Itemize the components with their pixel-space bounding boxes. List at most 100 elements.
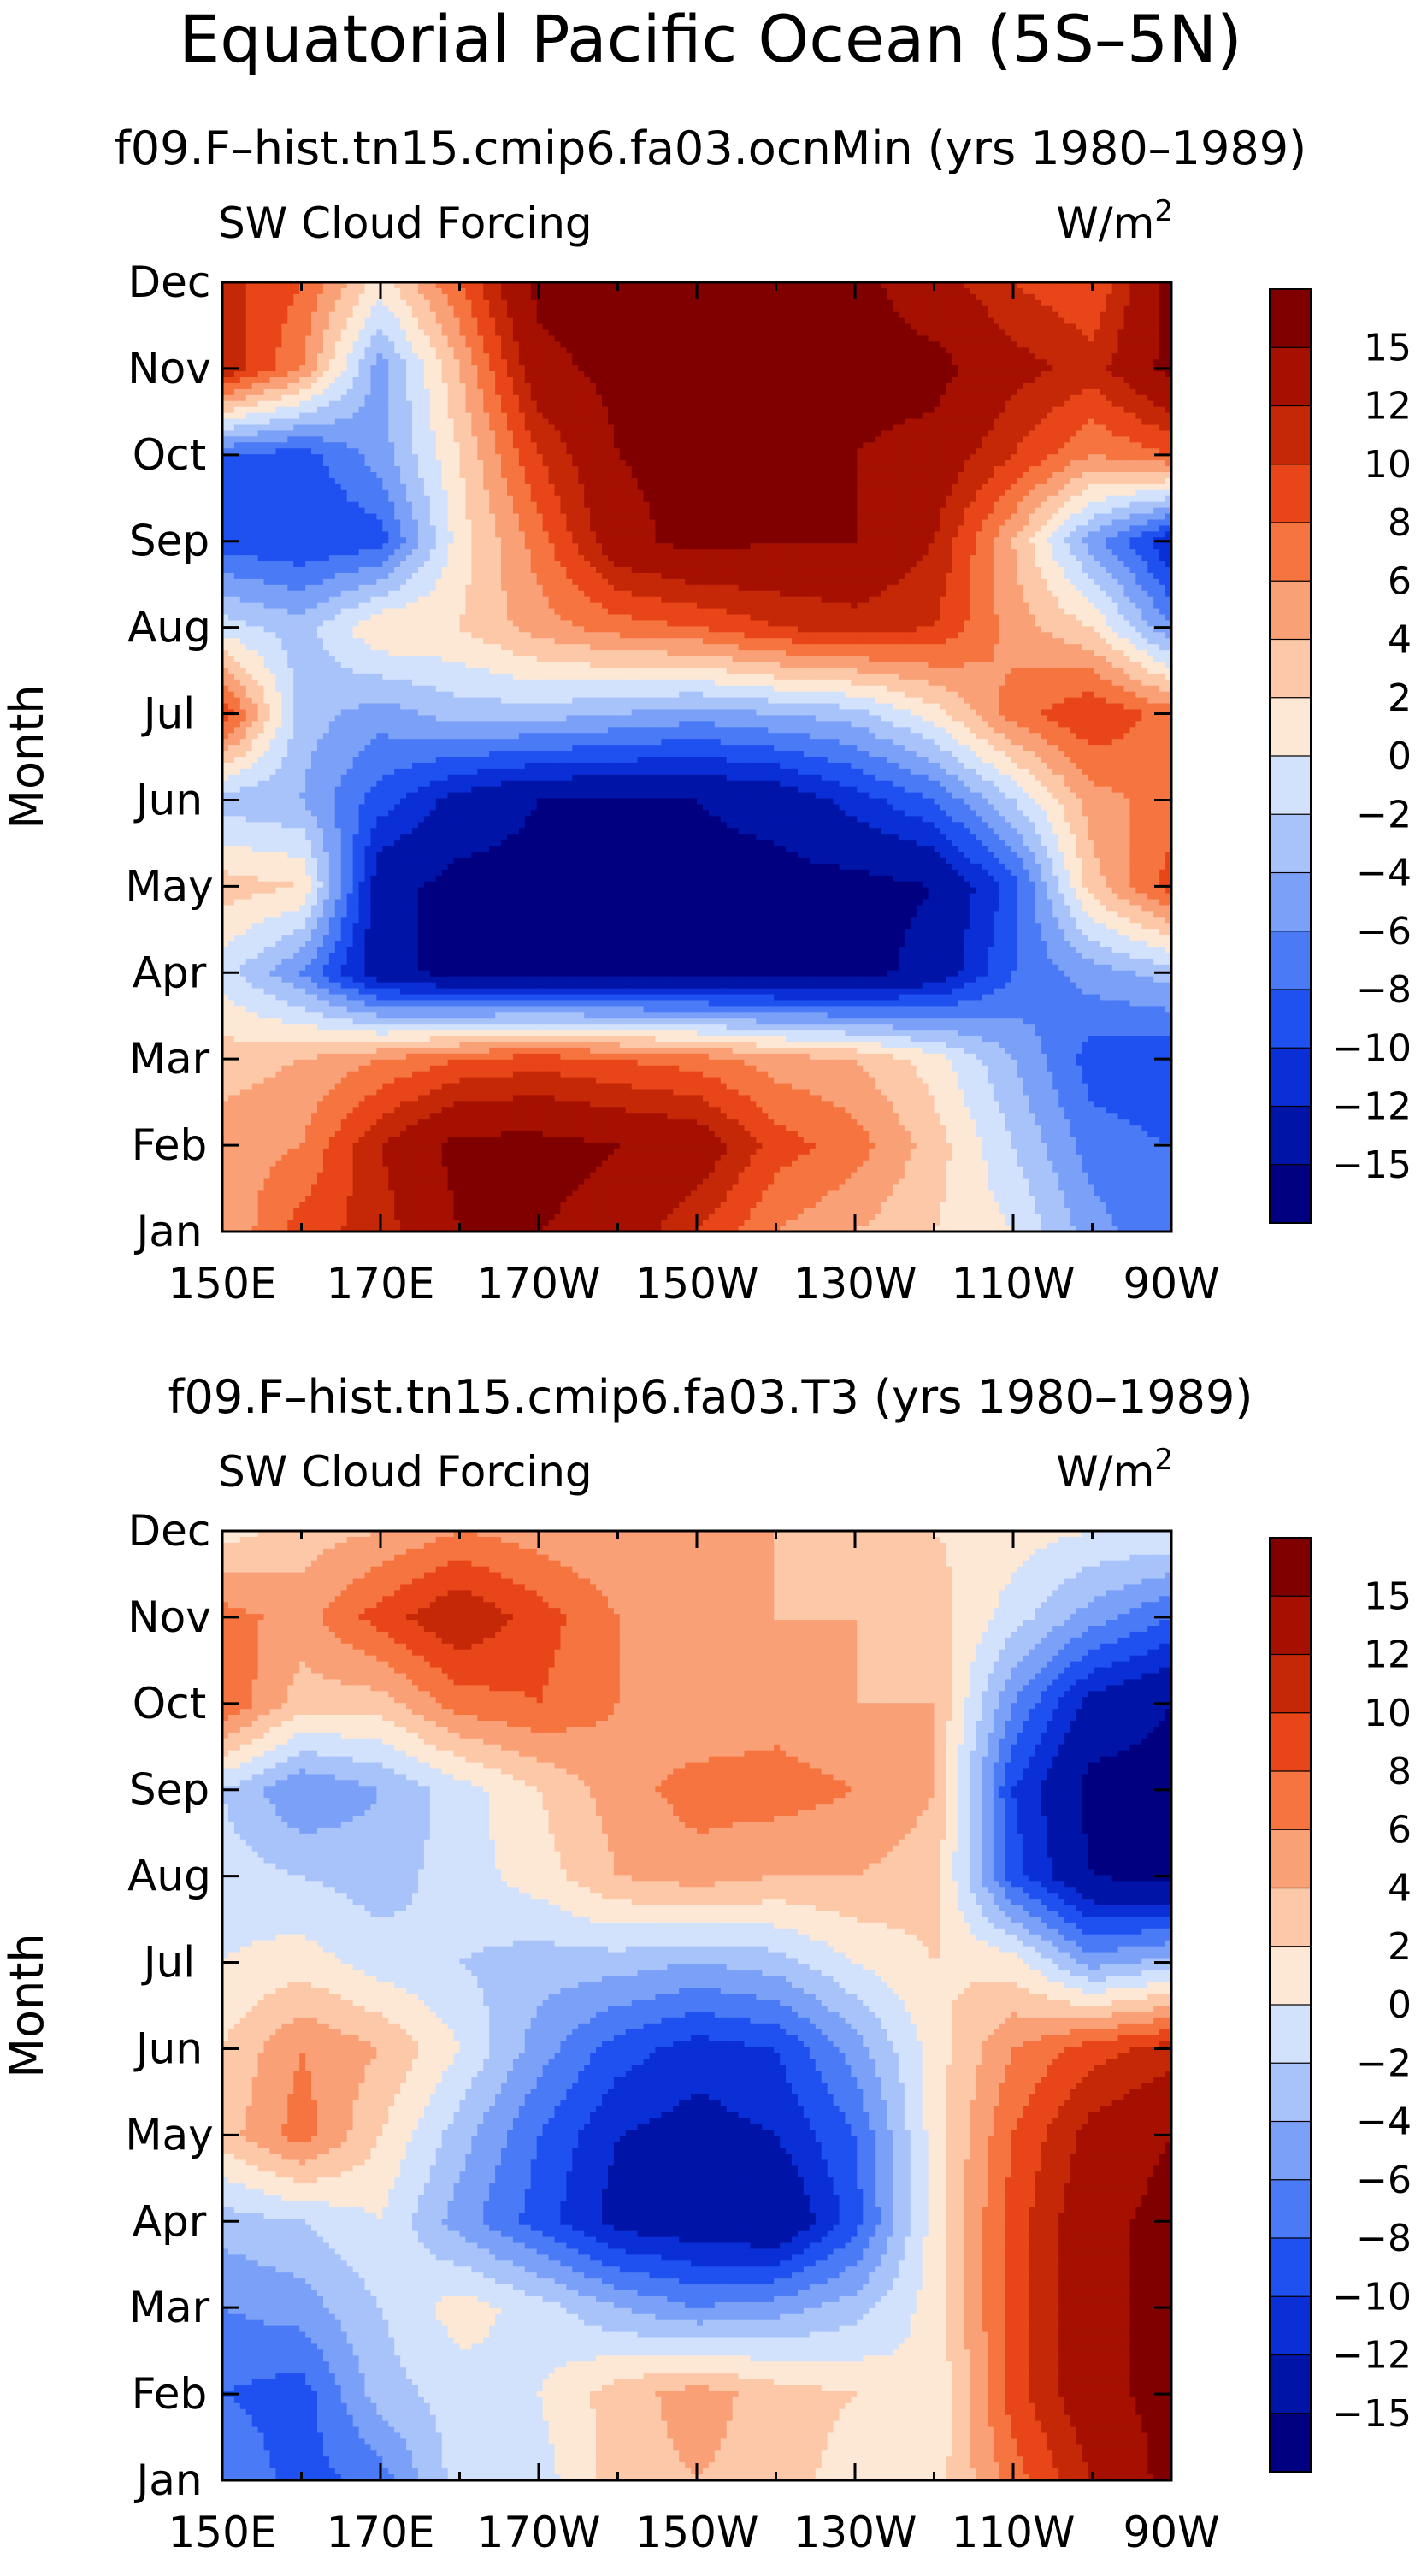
- contour-cell: [578, 324, 585, 331]
- contour-cell: [798, 294, 805, 301]
- contour-cell: [869, 288, 876, 295]
- contour-cell: [370, 288, 377, 295]
- contour-cell: [240, 335, 247, 342]
- contour-cell: [1064, 341, 1071, 348]
- contour-cell: [626, 312, 633, 319]
- contour-cell: [881, 288, 887, 295]
- contour-cell: [555, 306, 562, 313]
- contour-cell: [388, 318, 395, 325]
- contour-cell: [353, 294, 360, 301]
- contour-cell: [1129, 306, 1136, 313]
- contour-cell: [329, 300, 336, 307]
- contour-cell: [988, 294, 994, 301]
- contour-cell: [1135, 312, 1142, 319]
- contour-cell: [816, 335, 823, 342]
- contour-cell: [786, 294, 793, 301]
- contour-cell: [673, 294, 680, 301]
- contour-cell: [270, 294, 277, 301]
- contour-cell: [733, 300, 740, 307]
- contour-cell: [584, 341, 591, 348]
- contour-cell: [483, 318, 490, 325]
- contour-cell: [471, 330, 478, 337]
- contour-cell: [365, 341, 372, 348]
- contour-cell: [745, 341, 752, 348]
- contour-cell: [1041, 335, 1047, 342]
- contour-cell: [1023, 341, 1030, 348]
- contour-cell: [270, 335, 277, 342]
- contour-cell: [560, 312, 567, 319]
- contour-cell: [810, 324, 817, 331]
- contour-cell: [946, 288, 952, 295]
- contour-cell: [929, 312, 935, 319]
- contour-cell: [1058, 288, 1065, 295]
- contour-cell: [822, 335, 828, 342]
- contour-cell: [994, 341, 1000, 348]
- contour-cell: [644, 312, 651, 319]
- contour-cell: [828, 312, 834, 319]
- contour-cell: [1070, 312, 1077, 319]
- contour-cell: [513, 324, 520, 331]
- contour-cell: [857, 294, 864, 301]
- contour-cell: [1118, 330, 1125, 337]
- contour-cell: [816, 306, 823, 313]
- contour-cell: [329, 306, 336, 313]
- contour-cell: [869, 324, 876, 331]
- contour-cell: [1159, 318, 1166, 325]
- contour-cell: [798, 312, 805, 319]
- contour-cell: [240, 312, 247, 319]
- contour-cell: [661, 330, 668, 337]
- contour-cell: [1094, 294, 1101, 301]
- contour-cell: [768, 324, 775, 331]
- contour-cell: [786, 330, 793, 337]
- contour-cell: [958, 318, 964, 325]
- contour-cell: [560, 341, 567, 348]
- contour-cell: [228, 312, 235, 319]
- contour-cell: [887, 318, 893, 325]
- contour-cell: [727, 294, 734, 301]
- contour-cell: [804, 324, 811, 331]
- contour-cell: [323, 312, 330, 319]
- contour-cell: [691, 324, 698, 331]
- contour-cell: [329, 288, 336, 295]
- contour-cell: [234, 341, 241, 348]
- contour-cell: [1029, 300, 1036, 307]
- contour-cell: [810, 341, 817, 348]
- contour-cell: [620, 300, 627, 307]
- contour-cell: [347, 341, 354, 348]
- contour-cell: [311, 306, 318, 313]
- contour-cell: [264, 341, 271, 348]
- panel-1-units-label: W/m2: [1056, 194, 1173, 248]
- contour-cell: [1023, 294, 1030, 301]
- contour-cell: [923, 300, 929, 307]
- contour-cell: [1118, 324, 1125, 331]
- contour-cell: [982, 341, 988, 348]
- contour-cell: [1005, 294, 1012, 301]
- contour-cell: [406, 312, 413, 319]
- contour-cell: [1153, 335, 1160, 342]
- contour-cell: [875, 300, 881, 307]
- contour-cell: [1141, 312, 1148, 319]
- contour-cell: [442, 306, 449, 313]
- contour-cell: [1023, 335, 1030, 342]
- contour-cell: [1147, 330, 1154, 337]
- contour-cell: [1082, 294, 1089, 301]
- contour-cell: [899, 288, 905, 295]
- contour-cell: [929, 330, 935, 337]
- contour-cell: [673, 318, 680, 325]
- contour-cell: [400, 330, 407, 337]
- contour-cell: [756, 300, 763, 307]
- contour-cell: [655, 318, 662, 325]
- contour-cell: [1141, 318, 1148, 325]
- contour-cell: [685, 318, 692, 325]
- contour-cell: [335, 312, 342, 319]
- contour-cell: [745, 300, 752, 307]
- contour-cell: [566, 312, 573, 319]
- contour-cell: [661, 306, 668, 313]
- contour-cell: [347, 300, 354, 307]
- contour-cell: [905, 324, 911, 331]
- contour-cell: [834, 318, 840, 325]
- contour-cell: [1135, 288, 1142, 295]
- contour-cell: [1106, 306, 1113, 313]
- contour-cell: [525, 341, 532, 348]
- contour-cell: [762, 300, 769, 307]
